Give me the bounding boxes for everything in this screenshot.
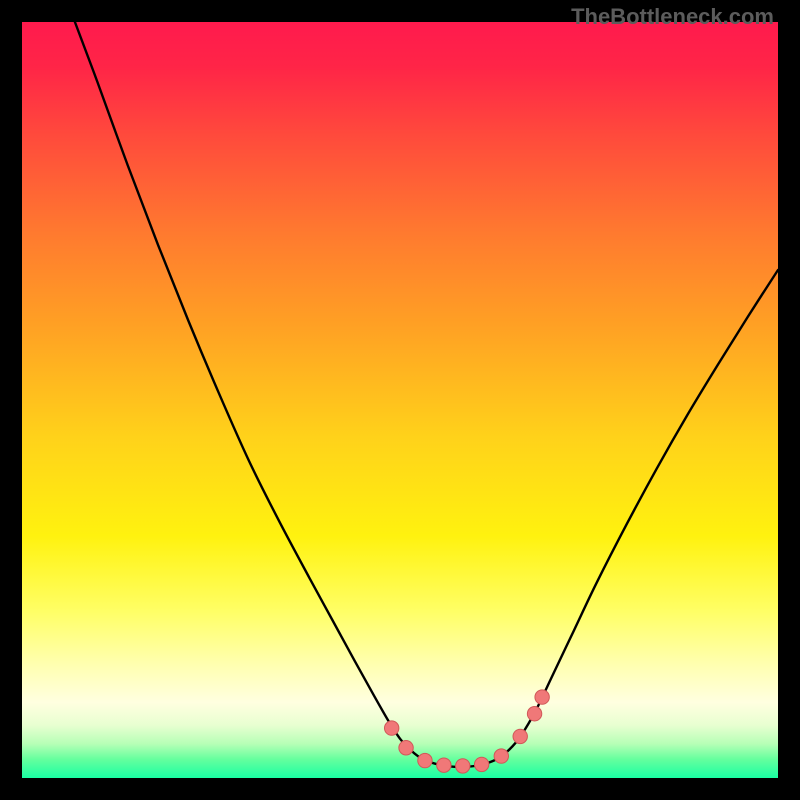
curve-marker [437, 758, 451, 772]
curve-marker [474, 757, 488, 771]
plot-area [22, 22, 778, 778]
curve-marker [456, 759, 470, 773]
curve-marker [527, 707, 541, 721]
chart-frame [22, 22, 778, 778]
curve-marker [535, 690, 549, 704]
curve-marker [418, 753, 432, 767]
curve-marker [513, 729, 527, 743]
chart-svg [22, 22, 778, 778]
gradient-background [22, 22, 778, 778]
curve-marker [384, 721, 398, 735]
curve-marker [494, 749, 508, 763]
watermark-text: TheBottleneck.com [571, 4, 774, 30]
curve-marker [399, 741, 413, 755]
